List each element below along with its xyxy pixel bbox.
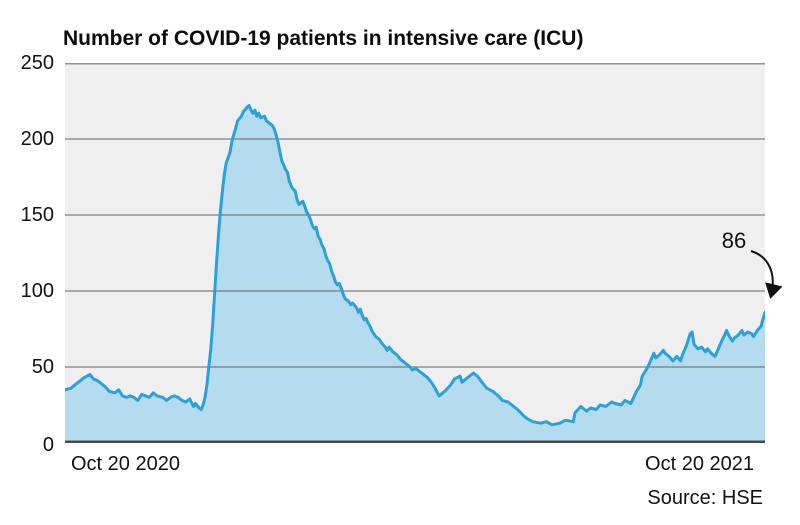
y-tick-200: 200 (20, 128, 54, 150)
area-series-svg (65, 63, 765, 443)
y-tick-50: 50 (31, 356, 54, 378)
plot-area (65, 63, 765, 443)
y-tick-0: 0 (42, 434, 54, 456)
y-tick-150: 150 (20, 204, 54, 226)
series-line (65, 104, 765, 427)
source-note: Source: HSE (647, 487, 763, 509)
x-label-end-date: Oct 20 2021 (645, 453, 754, 475)
y-tick-250: 250 (20, 52, 54, 74)
annotation-latest-value: 86 (721, 228, 747, 253)
series-area-fill (65, 105, 765, 443)
chart-title: Number of COVID-19 patients in intensive… (63, 27, 584, 50)
x-label-start-date: Oct 20 2020 (71, 453, 180, 475)
y-tick-100: 100 (20, 280, 54, 302)
